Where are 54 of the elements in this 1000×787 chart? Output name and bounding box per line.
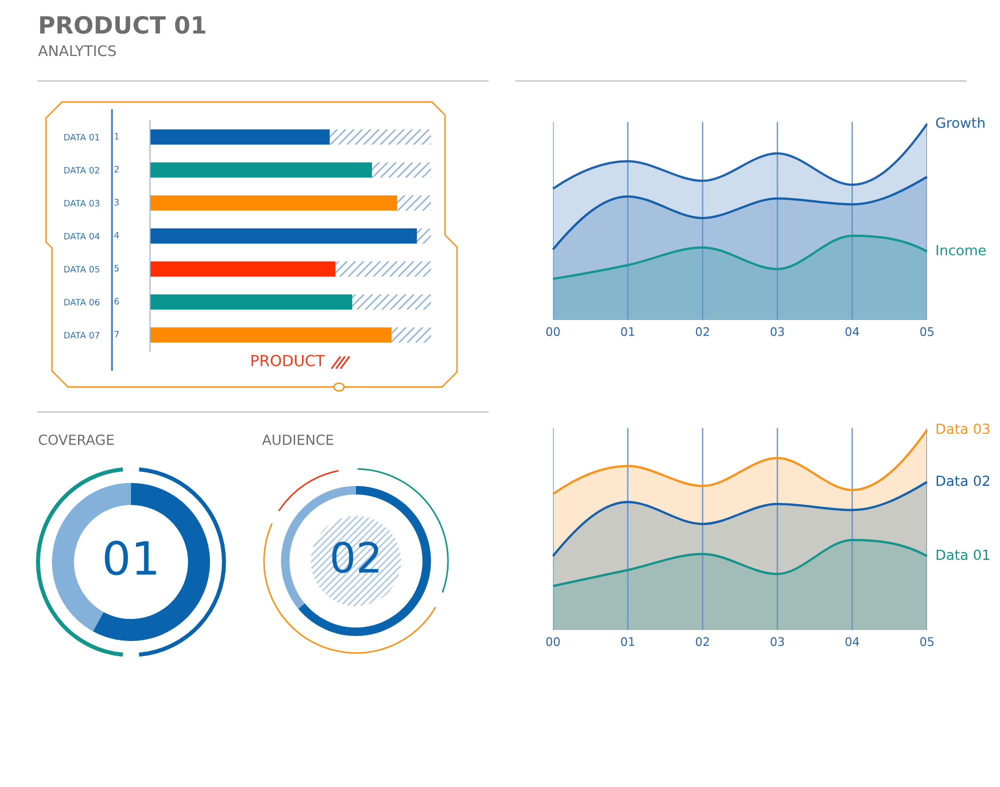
donut-slice: [92, 483, 210, 641]
x-tick-label: 05: [920, 327, 934, 336]
x-tick-label: 05: [920, 637, 934, 646]
x-tick-label: 03: [770, 327, 784, 336]
bar: [372, 162, 431, 178]
donut-slice: [298, 486, 431, 636]
x-tick-label: 03: [770, 637, 784, 646]
bar: [335, 261, 431, 277]
bar: [352, 294, 431, 310]
y2-tick-label: 2: [114, 166, 119, 172]
y-tick-label: DATA 02: [64, 166, 100, 174]
bar: [330, 129, 431, 145]
x-tick-label: 04: [845, 637, 860, 646]
y-tick-label: DATA 04: [64, 232, 100, 240]
bar: [150, 327, 392, 343]
x-tick-label: 02: [696, 327, 709, 336]
y2-tick-label: 3: [114, 198, 119, 206]
chart-subtitle: ANALYTICS: [38, 45, 116, 56]
chart-title: PRODUCT 01: [40, 16, 206, 34]
y-tick-label: DATA 07: [64, 332, 100, 338]
y-tick-label: DATA 06: [64, 298, 100, 306]
chart-title: COVERAGE: [38, 434, 114, 446]
y-tick-label: DATA 01: [64, 134, 100, 140]
bar: [150, 195, 398, 211]
bar: [416, 228, 431, 244]
bar: [150, 162, 372, 178]
y2-tick-label: 7: [114, 331, 119, 338]
text: 02: [332, 542, 378, 574]
series-label: Data 02: [936, 476, 990, 486]
y2-tick-label: 5: [114, 265, 119, 272]
series-label: Data 01: [936, 550, 990, 560]
bar: [150, 261, 336, 277]
x-tick-label: 02: [696, 637, 709, 646]
x-tick-label: 00: [546, 637, 560, 646]
chart-title: AUDIENCE: [262, 434, 334, 446]
x-tick-label: 04: [845, 327, 860, 336]
x-tick-label: 01: [621, 637, 634, 646]
series-label: Data 03: [936, 424, 990, 434]
bar: [150, 129, 330, 145]
bar: [397, 195, 431, 211]
bar: [150, 294, 352, 310]
text: 01: [104, 540, 156, 576]
series-label: Growth: [936, 117, 984, 128]
bar: [392, 327, 431, 343]
y2-tick-label: 1: [114, 133, 119, 140]
y-tick-label: DATA 03: [64, 200, 100, 206]
y-tick-label: DATA 05: [64, 266, 100, 272]
text: PRODUCT: [252, 354, 325, 366]
x-tick-label: 01: [621, 327, 634, 336]
y2-tick-label: 6: [114, 298, 119, 305]
bar: [150, 228, 417, 244]
series-label: Income: [936, 245, 986, 256]
x-tick-label: 00: [546, 327, 560, 336]
y2-tick-label: 4: [114, 232, 119, 238]
